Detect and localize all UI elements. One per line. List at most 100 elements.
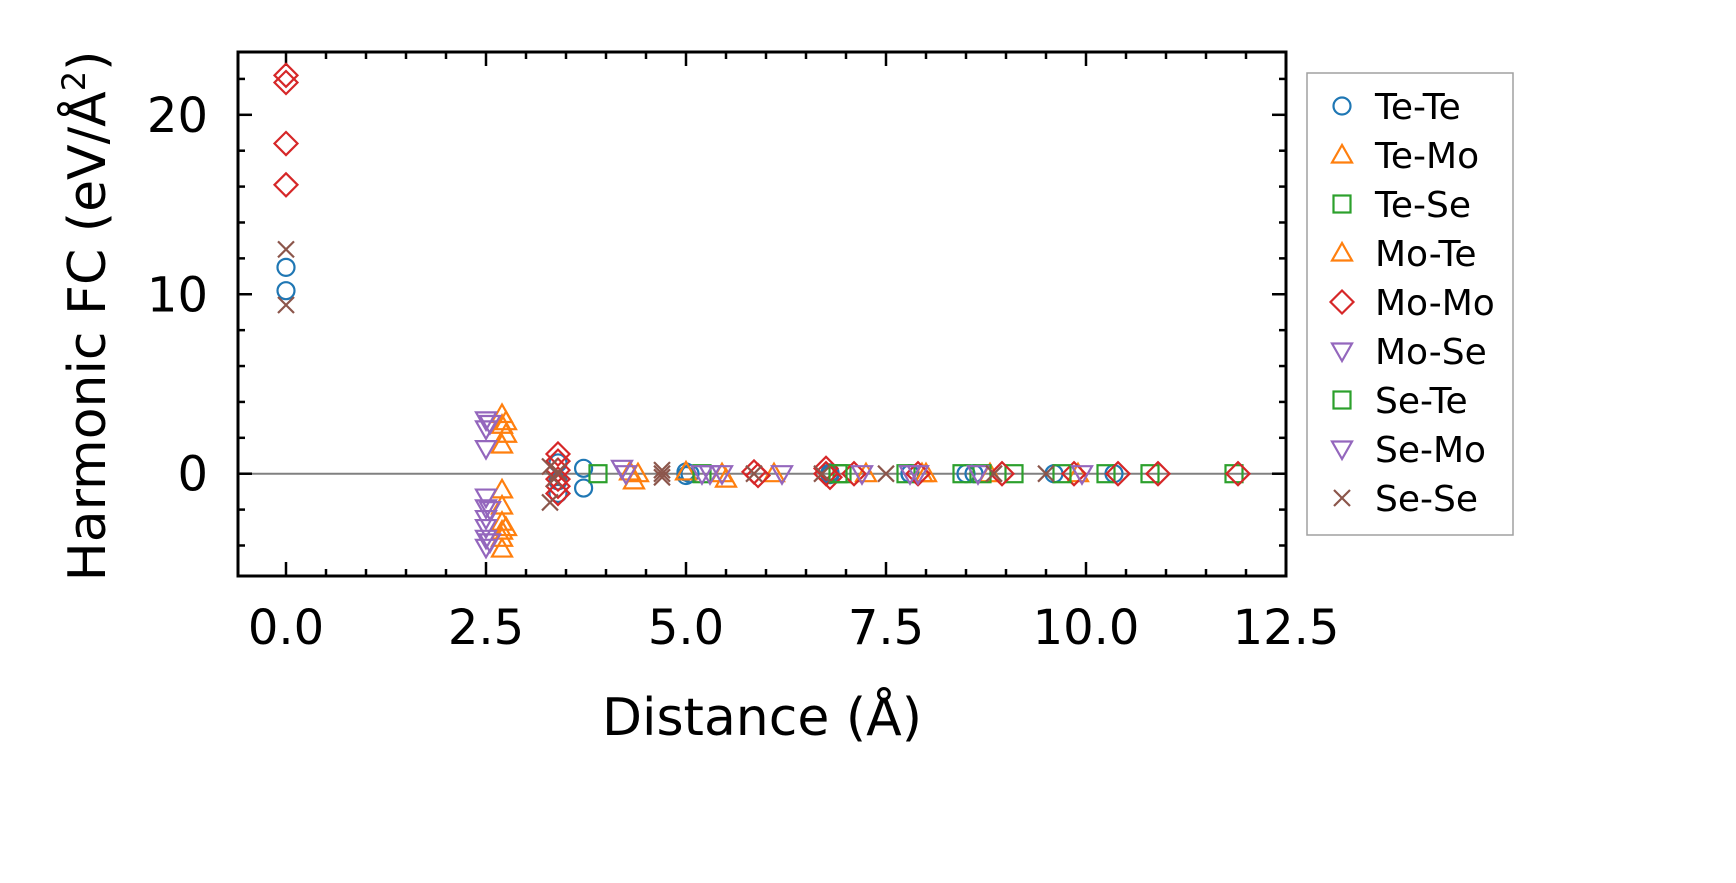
data-point [914,461,938,483]
legend-label: Mo-Se [1375,332,1487,373]
legend-marker [1332,194,1352,214]
data-point [745,464,763,483]
data-point [985,464,1003,483]
legend-entry: Te-Se [1332,185,1471,226]
series-se-se [277,240,1055,512]
plot-frame [236,50,1288,578]
legend-entry: Se-Mo [1330,430,1486,471]
x-tick-label: 7.5 [848,600,924,656]
data-point [544,440,572,468]
data-point [272,171,300,198]
data-point [1004,464,1024,484]
data-point [588,464,608,484]
data-point [478,533,502,555]
x-axis-label: Distance (Å) [602,686,922,748]
data-point [541,493,559,512]
data-point [674,459,698,481]
legend-label: Te-Te [1374,87,1461,128]
data-point [573,458,594,478]
y-axis-label-superscript: 2 [55,71,93,91]
legend-entry: Mo-Se [1330,332,1487,373]
data-point [548,483,568,504]
legend-label: Mo-Mo [1375,283,1495,324]
legend-label: Mo-Te [1375,234,1476,275]
data-point [478,414,502,436]
data-point [1096,464,1116,484]
legend-label: Te-Se [1374,185,1471,226]
data-point [1037,464,1055,483]
legend-marker [1330,440,1354,462]
data-point [698,465,722,486]
data-point [906,465,930,486]
data-point [653,468,671,487]
x-tick-label: 10.0 [1033,600,1140,656]
data-markers [272,62,1252,560]
legend-label: Se-Mo [1375,430,1486,471]
data-point [474,488,498,510]
data-point [680,464,700,484]
data-point [770,465,794,486]
data-point [277,296,295,314]
legend-entry: Te-Mo [1330,136,1479,177]
legend-label: Se-Se [1375,479,1478,520]
legend-marker [1330,142,1354,164]
x-tick-label: 5.0 [648,600,724,656]
y-tick-label: 20 [147,88,208,144]
legend-entry: Se-Te [1332,381,1468,422]
data-point [653,461,671,479]
data-point [474,439,498,461]
data-point [854,461,878,483]
legend-label: Te-Mo [1374,136,1479,177]
y-tick-label: 0 [177,447,208,503]
data-point [277,240,295,259]
data-point [653,464,671,483]
data-point [490,432,514,454]
x-tick-label: 0.0 [248,600,324,656]
data-point [988,460,1016,487]
data-point [710,465,734,486]
x-axis-ticks: 0.0 2.5 5.0 7.5 10.0 12.5 [248,52,1340,656]
data-point [813,464,831,483]
data-point [474,499,498,521]
legend-entry: Mo-Te [1330,234,1476,275]
y-axis-ticks: 0 10 20 [147,77,1286,547]
data-point [494,409,518,431]
y-tick-label: 10 [147,267,208,323]
legend-entry: Te-Te [1332,87,1461,128]
y-axis-label: Harmonic FC (eV/Å2) [55,51,118,582]
legend-entry: Se-Se [1333,479,1478,520]
series-se-mo [478,414,1094,555]
legend-entry: Mo-Mo [1328,283,1495,324]
data-point [1144,460,1172,487]
legend-label: Se-Te [1375,381,1468,422]
data-point [1070,465,1094,486]
data-point [494,515,518,537]
data-point [490,526,514,547]
data-point [850,465,874,486]
legend-marker [1328,288,1356,316]
data-point [272,69,300,96]
data-point [1060,460,1088,487]
data-point [549,463,567,481]
legend-marker [1332,96,1352,116]
data-point [952,464,972,484]
x-tick-label: 2.5 [448,600,524,656]
data-point [828,464,848,484]
data-point [544,480,572,507]
data-point [478,501,502,522]
data-point [573,478,594,498]
legend-marker [1332,390,1352,410]
data-point [494,422,518,443]
data-point [744,462,772,489]
data-point [272,130,300,157]
data-point [1104,460,1132,487]
data-point [762,461,786,483]
legend: Te-Te Te-Mo Te-Se Mo-Te Mo-Mo Mo-Se Se-Te Se-Mo… [1306,72,1514,536]
legend-marker [1333,489,1351,507]
data-point [541,457,559,476]
x-tick-label: 12.5 [1233,600,1340,656]
legend-marker [1330,240,1354,262]
data-point [474,518,498,540]
data-point [276,257,296,277]
